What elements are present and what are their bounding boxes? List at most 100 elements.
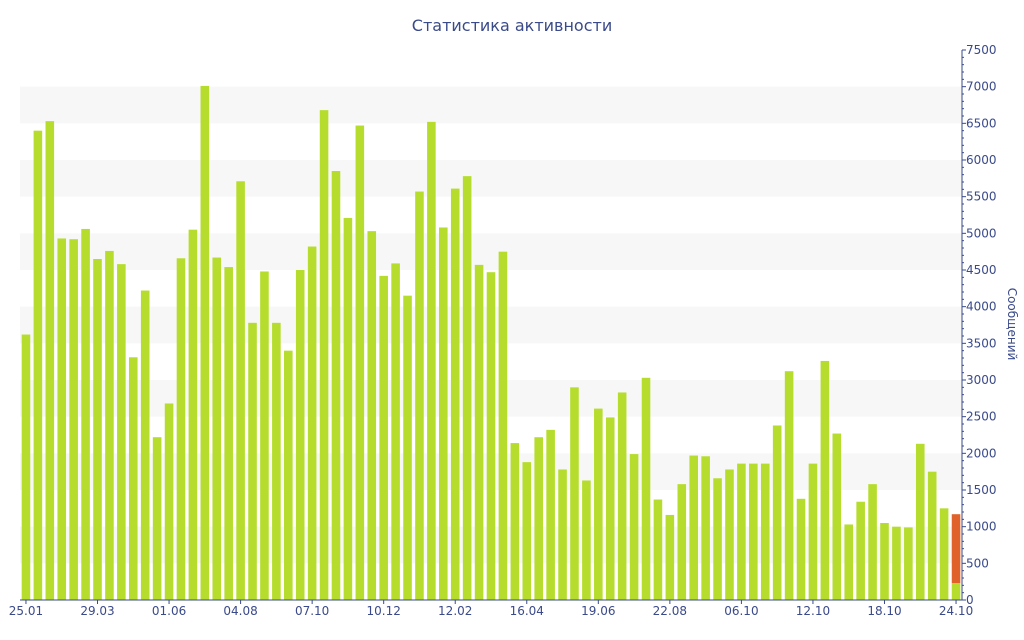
x-tick-label: 04.08 [223, 604, 257, 618]
bar [582, 480, 591, 600]
x-tick-label: 07.10 [295, 604, 329, 618]
bar [391, 263, 400, 600]
bar [57, 238, 67, 600]
y-tick-label: 4000 [966, 300, 997, 314]
bar [915, 443, 925, 600]
bar [796, 498, 806, 600]
bar [117, 264, 126, 600]
bar [927, 471, 937, 600]
x-tick-label: 25.01 [9, 604, 43, 618]
x-tick-label: 29.03 [80, 604, 114, 618]
bar [105, 250, 114, 600]
grid-band [20, 233, 962, 270]
bar [128, 357, 138, 600]
bar [522, 462, 532, 600]
bars [21, 85, 961, 601]
bar [534, 437, 543, 600]
bar [725, 469, 734, 600]
bar [689, 455, 699, 600]
bar [450, 188, 460, 600]
bar [570, 387, 579, 600]
bar [176, 258, 186, 600]
y-tick-label: 0 [966, 593, 974, 607]
bar [641, 377, 651, 600]
x-axis: 25.01 29.03 01.06 04.08 07.10 10.12 12.02 16.04… [9, 599, 973, 618]
bar [248, 322, 257, 600]
bar [188, 229, 198, 600]
bar [820, 360, 830, 600]
bar [904, 527, 913, 600]
bar [868, 484, 877, 600]
bar [713, 478, 722, 600]
bar [403, 295, 412, 600]
bar [367, 231, 377, 600]
bar [677, 484, 687, 600]
bar [379, 275, 388, 600]
bar [439, 227, 448, 600]
bar [355, 125, 365, 601]
bar [629, 454, 639, 600]
y-tick-label: 6500 [966, 116, 997, 130]
x-tick-label: 19.06 [581, 604, 615, 618]
bar [665, 514, 675, 600]
bar [415, 191, 424, 601]
y-tick-label: 2000 [966, 446, 997, 460]
y-tick-label: 4500 [966, 263, 997, 277]
bar [152, 437, 162, 600]
chart-title: Статистика активности [412, 16, 612, 35]
y-tick-label: 1500 [966, 483, 997, 497]
bar [81, 228, 90, 600]
y-axis: 0 500 1000 1500 2000 2500 3000 3500 4000 4500 5000… [961, 43, 997, 607]
bar [653, 499, 663, 600]
x-tick-label: 22.08 [653, 604, 687, 618]
bar [224, 267, 233, 600]
bar [498, 251, 508, 600]
x-tick-label: 12.10 [796, 604, 830, 618]
bar [558, 469, 567, 600]
bar [617, 392, 627, 600]
y-tick-label: 6000 [966, 153, 997, 167]
y-tick-label: 3000 [966, 373, 997, 387]
x-tick-label: 10.12 [367, 604, 401, 618]
x-tick-label: 01.06 [152, 604, 186, 618]
bar [808, 463, 818, 600]
y-tick-label: 7500 [966, 43, 997, 57]
bar [164, 403, 174, 600]
bar [45, 121, 55, 600]
bar [605, 417, 615, 600]
bar [343, 217, 353, 600]
bar [951, 583, 961, 600]
y-tick-label: 3500 [966, 336, 997, 350]
bar [462, 176, 472, 600]
bar [474, 264, 484, 600]
x-tick-label: 24.10 [939, 604, 973, 618]
y-tick-label: 500 [966, 556, 989, 570]
x-tick-label: 06.10 [724, 604, 758, 618]
bar [272, 322, 281, 600]
x-tick-label: 18.10 [867, 604, 901, 618]
bar [93, 259, 102, 600]
bar [832, 433, 842, 600]
bar [594, 408, 603, 600]
bar [427, 121, 436, 600]
y-tick-label: 5500 [966, 190, 997, 204]
y-tick-label: 5000 [966, 226, 997, 240]
bar [140, 290, 150, 600]
grid-band [20, 160, 962, 197]
bar [212, 257, 222, 600]
bar [331, 171, 341, 600]
bar-highlight [951, 514, 961, 584]
bar [295, 270, 305, 600]
bar [260, 271, 269, 600]
bar [772, 425, 782, 600]
bar [749, 463, 758, 600]
x-tick-label: 16.04 [510, 604, 544, 618]
y-tick-label: 1000 [966, 520, 997, 534]
bar [844, 524, 854, 600]
y-tick-label: 2500 [966, 410, 997, 424]
grid-band [20, 86, 962, 124]
y-tick-label: 7000 [966, 80, 997, 94]
bar [486, 272, 496, 600]
bar [33, 130, 43, 600]
x-tick-label: 12.02 [438, 604, 472, 618]
